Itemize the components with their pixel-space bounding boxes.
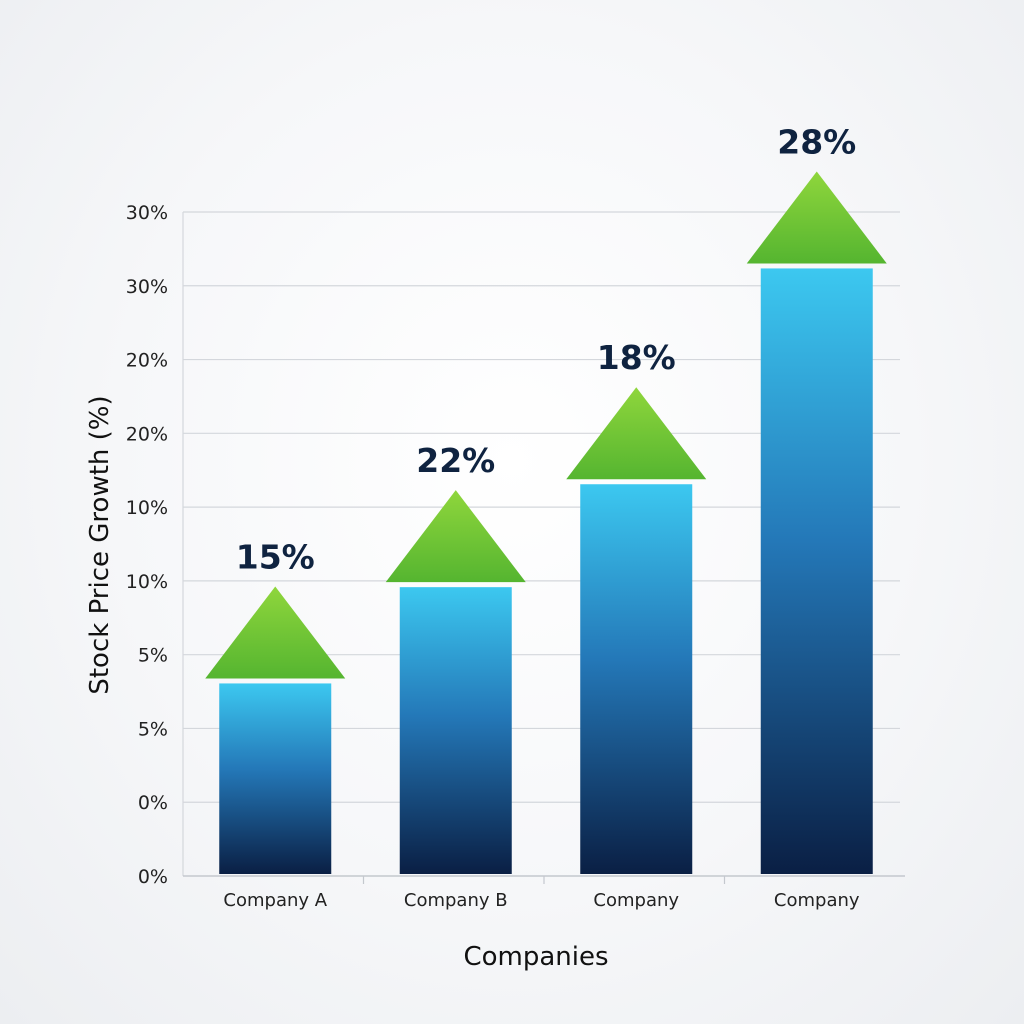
- up-arrow-icon: [746, 171, 887, 264]
- x-tick-label: Company B: [404, 890, 508, 911]
- y-tick-label: 10%: [126, 571, 168, 593]
- x-tick-label: Company: [593, 890, 679, 911]
- up-arrow-icon: [385, 490, 526, 583]
- data-label: 22%: [416, 441, 495, 480]
- y-tick-label: 30%: [126, 276, 168, 298]
- y-tick-label: 20%: [126, 350, 168, 372]
- up-arrow-icon: [205, 586, 346, 679]
- bar: [580, 484, 693, 874]
- data-label: 15%: [236, 537, 315, 576]
- y-tick-label: 5%: [138, 645, 168, 667]
- y-tick-label: 0%: [138, 866, 168, 888]
- x-axis-title: Companies: [463, 942, 608, 972]
- y-tick-label: 0%: [138, 792, 168, 814]
- x-tick-label: Company A: [223, 890, 327, 911]
- y-tick-label: 30%: [126, 202, 168, 224]
- y-tick-label: 10%: [126, 497, 168, 519]
- x-tick-label: Company: [774, 890, 860, 911]
- bar: [399, 587, 512, 874]
- bar: [219, 683, 332, 874]
- y-tick-label: 20%: [126, 423, 168, 445]
- bar: [760, 268, 873, 874]
- y-tick-label: 5%: [138, 718, 168, 740]
- data-label: 28%: [777, 122, 856, 161]
- data-label: 18%: [597, 338, 676, 377]
- up-arrow-icon: [566, 387, 707, 480]
- y-axis-title: Stock Price Growth (%): [85, 395, 115, 694]
